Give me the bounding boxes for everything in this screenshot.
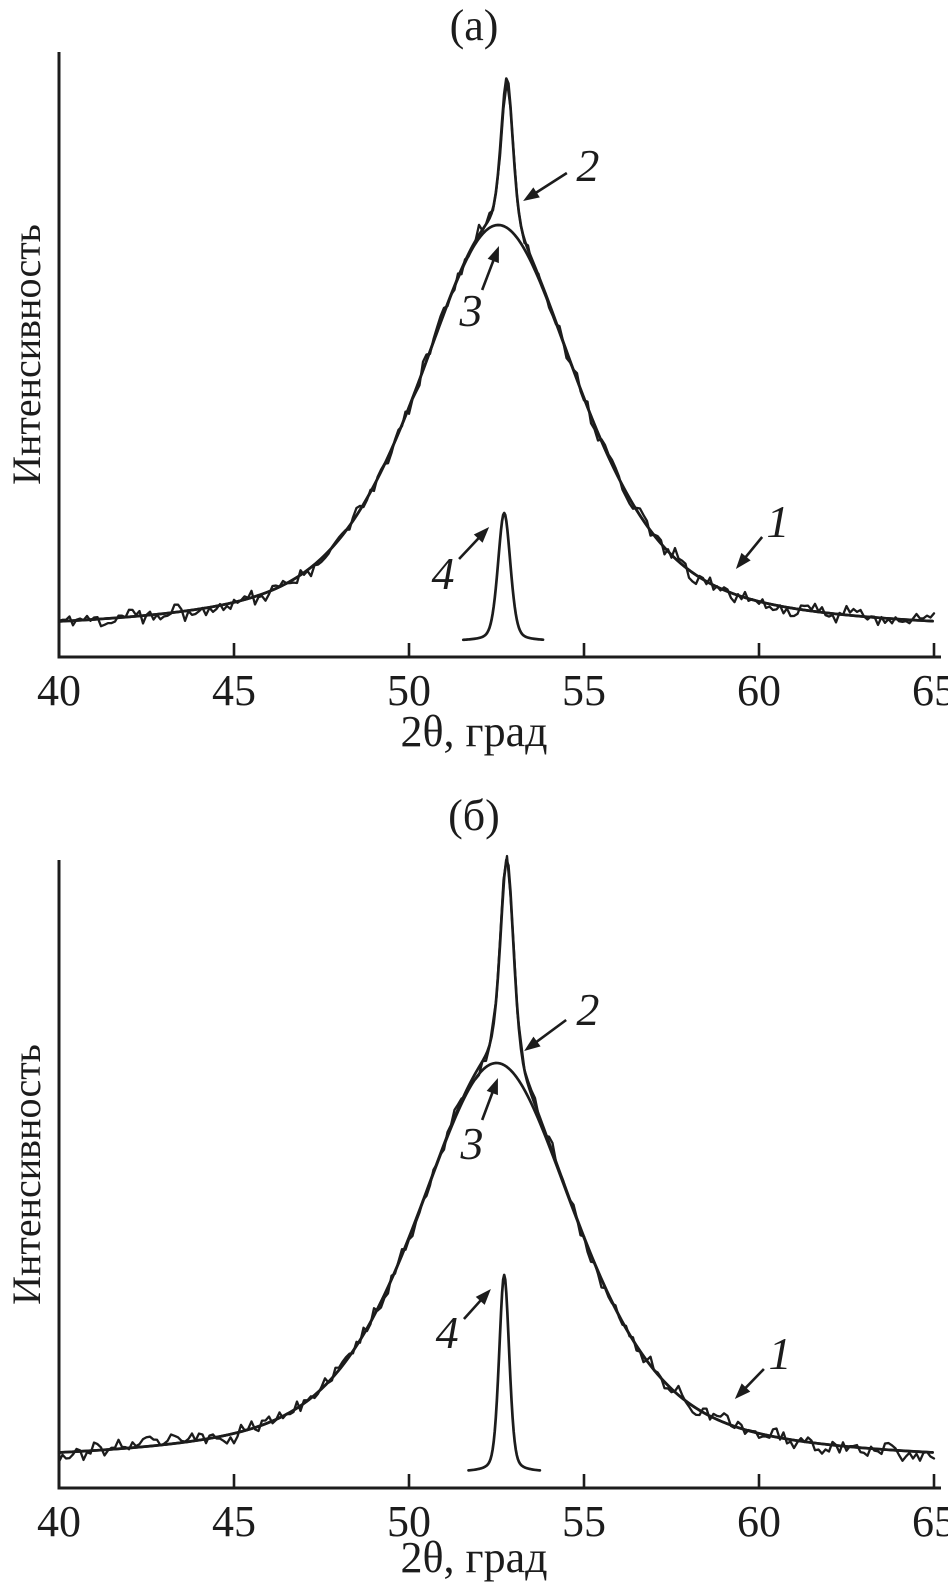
series-curve-4-instrumental-function-peak bbox=[461, 511, 545, 642]
series-curve-2-total-fit-narrow-component bbox=[57, 858, 934, 1454]
series-curve-3-broad-component-fit bbox=[57, 223, 934, 623]
x-tick-label: 45 bbox=[212, 1497, 256, 1546]
panel-a-title: (а) bbox=[449, 1, 499, 50]
callout-arrow-head-3 bbox=[486, 1078, 498, 1096]
x-tick-label: 40 bbox=[37, 1497, 81, 1546]
curve-callout-label-2: 2 bbox=[576, 984, 599, 1035]
callout-arrow-head-1 bbox=[734, 1383, 751, 1399]
curve-callout-label-2: 2 bbox=[576, 140, 599, 191]
x-tick-label: 40 bbox=[37, 666, 81, 715]
x-tick-label: 55 bbox=[562, 666, 606, 715]
curve-callout-label-3: 3 bbox=[458, 285, 482, 336]
callout-arrow-line-2 bbox=[530, 171, 568, 197]
series-curve-2-total-fit-narrow-component bbox=[57, 77, 934, 623]
curve-callout-label-1: 1 bbox=[769, 1328, 792, 1379]
curve-callout-label-1: 1 bbox=[766, 496, 789, 547]
curve-callout-label-4: 4 bbox=[431, 548, 454, 599]
callout-arrow-head-3 bbox=[487, 246, 499, 264]
panel-b-title: (б) bbox=[448, 791, 500, 840]
callout-arrow-head-4 bbox=[473, 527, 490, 543]
callout-arrow-line-2 bbox=[531, 1018, 567, 1047]
x-tick-label: 45 bbox=[212, 666, 256, 715]
panel-b-x-axis-label: 2θ, град bbox=[400, 1533, 548, 1582]
callout-arrow-head-2 bbox=[523, 187, 540, 201]
curve-callout-label-4: 4 bbox=[436, 1307, 459, 1358]
panel-a-plot: 40 45 50 55 60 65 2 3 1 4 bbox=[37, 52, 948, 715]
callout-arrow-line-3 bbox=[480, 254, 497, 291]
series-curve-4-instrumental-function-peak bbox=[467, 1273, 542, 1472]
panel-a-x-axis-label: 2θ, град bbox=[400, 707, 548, 756]
callout-arrow-head-2 bbox=[524, 1036, 541, 1051]
series-curve-1-experimental-noisy-profile bbox=[57, 79, 936, 628]
x-tick-label: 60 bbox=[737, 1497, 781, 1546]
x-tick-label: 55 bbox=[562, 1497, 606, 1546]
x-tick-label: 50 bbox=[387, 1497, 431, 1546]
x-tick-label: 65 bbox=[912, 666, 948, 715]
callout-arrow-head-4 bbox=[475, 1289, 491, 1305]
x-tick-label: 60 bbox=[737, 666, 781, 715]
curve-callout-label-3: 3 bbox=[460, 1118, 484, 1169]
series-curve-3-broad-component-fit bbox=[57, 1061, 934, 1454]
series-curve-1-experimental-noisy-profile bbox=[57, 854, 936, 1463]
callout-arrow-head-1 bbox=[735, 552, 751, 569]
x-tick-label: 65 bbox=[912, 1497, 948, 1546]
panel-b-plot: 40 45 50 55 60 65 2 3 1 4 bbox=[37, 854, 948, 1546]
x-tick-label: 50 bbox=[387, 666, 431, 715]
